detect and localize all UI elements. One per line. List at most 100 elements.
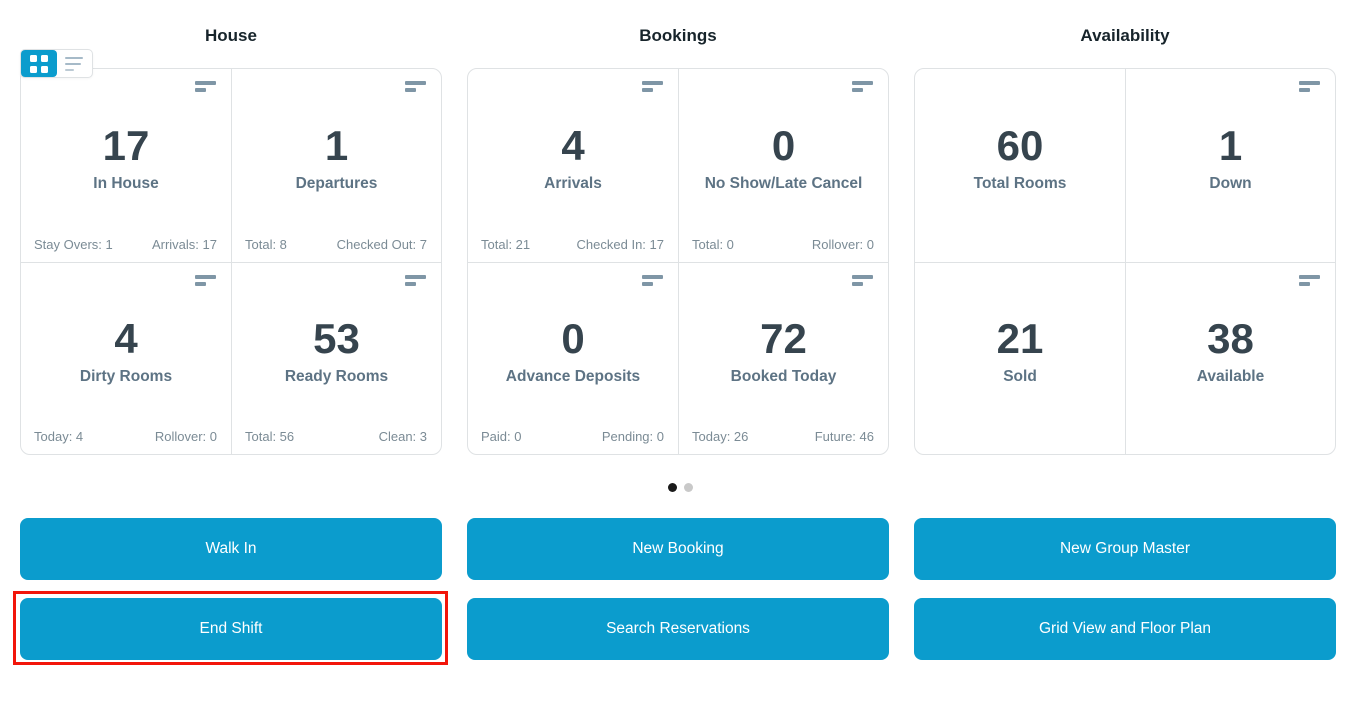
- stat-card-arrivals[interactable]: 4 Arrivals Total: 21 Checked In: 17: [468, 69, 678, 262]
- stat-card-dirty-rooms[interactable]: 4 Dirty Rooms Today: 4 Rollover: 0: [21, 261, 231, 455]
- view-mode-toggle: [20, 49, 93, 78]
- pagination-dot-2[interactable]: [684, 483, 693, 492]
- new-group-master-button[interactable]: New Group Master: [914, 518, 1336, 580]
- stat-label: Sold: [1003, 368, 1037, 386]
- stat-card-total-rooms[interactable]: 60 Total Rooms: [915, 69, 1125, 262]
- stat-value: 21: [996, 315, 1044, 363]
- sort-lines-icon[interactable]: [642, 274, 663, 286]
- dashboard-sections: House 17 In House Stay Overs: 1 Arrivals: 17…: [0, 26, 1361, 455]
- stat-footer: Today: 4 Rollover: 0: [34, 429, 217, 444]
- section-bookings: Bookings 4 Arrivals Total: 21 Checked In: 17…: [467, 26, 889, 455]
- action-button-cell: New Group Master: [914, 518, 1336, 580]
- stat-footer-left: Today: 4: [34, 429, 84, 444]
- sort-lines-icon[interactable]: [405, 81, 426, 92]
- sort-lines-icon[interactable]: [195, 274, 216, 286]
- grid-icon: [29, 54, 48, 73]
- stat-value: 0: [771, 122, 796, 170]
- stat-card-advance-deposits[interactable]: 0 Advance Deposits Paid: 0 Pending: 0: [468, 261, 678, 455]
- stat-footer: Total: 0 Rollover: 0: [692, 237, 874, 252]
- stat-footer-left: Paid: 0: [481, 429, 522, 444]
- stat-footer-right: Future: 46: [814, 429, 874, 444]
- action-button-cell: Search Reservations: [467, 598, 889, 660]
- card-grid: 17 In House Stay Overs: 1 Arrivals: 17 1 Depa…: [20, 68, 442, 455]
- stat-value: 1: [1218, 122, 1243, 170]
- stat-value: 4: [561, 122, 585, 170]
- stat-footer: Today: 26 Future: 46: [692, 429, 874, 444]
- stat-value: 1: [324, 122, 349, 170]
- stat-value: 0: [561, 315, 585, 363]
- stat-label: Available: [1196, 368, 1265, 386]
- stat-card-departures[interactable]: 1 Departures Total: 8 Checked Out: 7: [231, 69, 441, 262]
- stat-label: Arrivals: [544, 175, 602, 193]
- stat-footer-left: Total: 56: [245, 429, 295, 444]
- stat-footer-left: Total: 0: [692, 236, 734, 252]
- stat-footer: Paid: 0 Pending: 0: [481, 429, 664, 444]
- stat-value: 60: [996, 122, 1044, 170]
- stat-card-in-house[interactable]: 17 In House Stay Overs: 1 Arrivals: 17: [21, 69, 231, 262]
- stat-footer-left: Today: 26: [692, 429, 749, 444]
- sort-lines-icon[interactable]: [642, 81, 663, 92]
- stat-footer-right: Checked Out: 7: [336, 236, 427, 252]
- stat-value: 17: [102, 122, 150, 170]
- stat-label: Departures: [295, 175, 378, 193]
- section-house: House 17 In House Stay Overs: 1 Arrivals: 17…: [20, 26, 442, 455]
- section-title: House: [205, 26, 257, 45]
- action-button-cell: New Booking: [467, 518, 889, 580]
- stat-footer-left: Total: 21: [481, 236, 531, 252]
- grid-view-button[interactable]: [21, 50, 57, 77]
- stat-footer: Stay Overs: 1 Arrivals: 17: [34, 237, 217, 252]
- stat-footer-right: Arrivals: 17: [151, 236, 217, 252]
- stat-footer-right: Pending: 0: [601, 429, 664, 444]
- action-button-cell: Walk In: [20, 518, 442, 580]
- sort-lines-icon[interactable]: [1299, 81, 1320, 92]
- stat-footer-right: Rollover: 0: [811, 236, 874, 252]
- end-shift-button[interactable]: End Shift: [20, 598, 442, 660]
- stat-footer: Total: 56 Clean: 3: [245, 429, 427, 444]
- stat-footer: Total: 21 Checked In: 17: [481, 237, 664, 252]
- sort-lines-icon[interactable]: [405, 274, 426, 286]
- new-booking-button[interactable]: New Booking: [467, 518, 889, 580]
- search-reservations-button[interactable]: Search Reservations: [467, 598, 889, 660]
- walk-in-button[interactable]: Walk In: [20, 518, 442, 580]
- stat-label: No Show/Late Cancel: [704, 175, 863, 193]
- carousel-pagination: [0, 483, 1361, 492]
- stat-label: Dirty Rooms: [79, 368, 173, 386]
- stat-value: 4: [114, 315, 138, 363]
- stat-label: Ready Rooms: [284, 368, 389, 386]
- sort-lines-icon[interactable]: [1299, 274, 1320, 286]
- action-buttons: Walk In New Booking New Group Master End Sh…: [0, 518, 1361, 665]
- grid-view-and-floor-plan-button[interactable]: Grid View and Floor Plan: [914, 598, 1336, 660]
- stat-label: Down: [1209, 175, 1252, 193]
- sort-lines-icon[interactable]: [852, 274, 873, 286]
- stat-footer-left: Stay Overs: 1: [34, 236, 113, 252]
- section-title: Bookings: [639, 26, 717, 45]
- action-button-cell: Grid View and Floor Plan: [914, 598, 1336, 660]
- stat-footer-left: Total: 8: [245, 236, 287, 252]
- list-view-button[interactable]: [57, 50, 93, 77]
- card-grid: 60 Total Rooms 1 Down 21 Sold 38 Available: [914, 68, 1336, 455]
- stat-footer-right: Clean: 3: [378, 429, 427, 444]
- stat-card-available[interactable]: 38 Available: [1125, 261, 1335, 454]
- sort-lines-icon[interactable]: [195, 81, 216, 92]
- stat-label: Booked Today: [730, 368, 837, 386]
- stat-card-sold[interactable]: 21 Sold: [915, 261, 1125, 455]
- stat-card-down[interactable]: 1 Down: [1125, 69, 1335, 262]
- sort-lines-icon[interactable]: [852, 81, 873, 92]
- stat-footer-right: Rollover: 0: [154, 429, 217, 444]
- stat-label: Advance Deposits: [505, 368, 641, 386]
- stat-value: 72: [760, 315, 807, 363]
- section-availability: Availability 60 Total Rooms 1 Down 21 Sold 38 Av…: [914, 26, 1336, 455]
- stat-label: In House: [93, 175, 159, 193]
- stat-footer-right: Checked In: 17: [576, 236, 664, 252]
- stat-label: Total Rooms: [973, 175, 1067, 193]
- stat-card-booked-today[interactable]: 72 Booked Today Today: 26 Future: 46: [678, 261, 888, 454]
- stat-card-ready-rooms[interactable]: 53 Ready Rooms Total: 56 Clean: 3: [231, 261, 441, 454]
- stat-value: 53: [313, 315, 360, 363]
- action-button-cell: End Shift: [13, 591, 448, 665]
- list-icon: [65, 56, 84, 71]
- pagination-dot-1[interactable]: [668, 483, 677, 492]
- stat-card-no-show-late-cancel[interactable]: 0 No Show/Late Cancel Total: 0 Rollover: 0: [678, 69, 888, 262]
- card-grid: 4 Arrivals Total: 21 Checked In: 17 0 No Show…: [467, 68, 889, 455]
- section-title: Availability: [1080, 26, 1170, 45]
- stat-value: 38: [1207, 315, 1254, 363]
